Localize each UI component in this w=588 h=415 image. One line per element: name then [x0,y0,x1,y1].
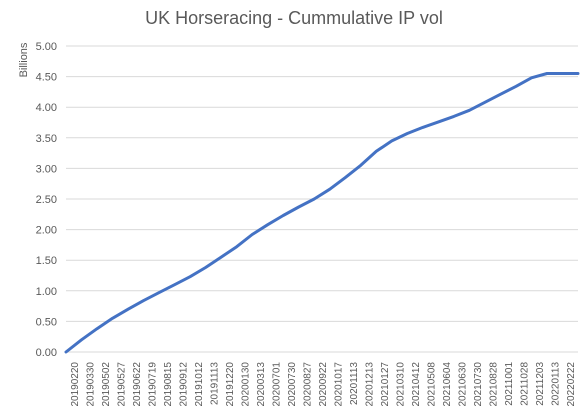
y-tick-label: 0.00 [36,347,57,359]
x-tick-label: 20190220 [70,362,81,407]
x-tick-label: 20190622 [132,362,143,407]
y-tick-label: 3.00 [36,163,57,175]
y-tick-label: 2.00 [36,225,57,237]
x-tick-label: 20200130 [240,362,251,407]
y-tick-label: 1.50 [36,255,57,267]
x-tick-label: 20190719 [147,362,158,407]
x-tick-label: 20191220 [225,362,236,407]
x-tick-label: 20210630 [458,362,469,407]
y-axis-unit-label: Billions [18,42,30,77]
x-tick-label: 20210604 [442,362,453,407]
y-axis-ticks: 0.00 0.50 1.00 1.50 2.00 2.50 3.00 3.50 4.00 4.50… [36,41,57,359]
y-tick-label: 2.50 [36,194,57,206]
y-tick-label: 4.00 [36,102,57,114]
x-axis-ticks: 20190220 20190330 20190502 20190527 20190622… [70,362,577,407]
grid-lines [66,45,578,353]
x-tick-label: 20211028 [520,362,531,406]
x-tick-label: 20190912 [178,362,189,407]
y-tick-label: 3.50 [36,133,57,145]
x-tick-label: 20200313 [256,362,267,407]
x-tick-label: 20210412 [411,362,422,407]
x-tick-label: 20190815 [163,362,174,407]
x-tick-label: 20190502 [101,362,112,407]
x-tick-label: 20200730 [287,362,298,407]
x-tick-label: 20201213 [365,362,376,407]
y-tick-label: 0.50 [36,316,57,328]
x-tick-label: 20210730 [473,362,484,407]
x-tick-label: 20201113 [349,362,360,405]
x-tick-label: 20190527 [116,362,127,407]
y-tick-label: 5.00 [36,41,57,53]
x-tick-label: 20191012 [194,362,205,407]
x-tick-label: 20201017 [334,362,345,407]
x-tick-label: 20211001 [504,362,515,406]
x-tick-label: 20210127 [380,362,391,407]
x-tick-label: 20211203 [535,362,546,406]
x-tick-label: 20200922 [318,362,329,407]
y-tick-label: 4.50 [36,72,57,84]
x-tick-label: 20210508 [427,362,438,407]
y-tick-label: 1.00 [36,286,57,298]
x-tick-label: 20210310 [396,362,407,407]
x-tick-label: 20190330 [85,362,96,407]
x-tick-label: 20220222 [566,362,577,407]
series-line [64,72,580,354]
x-tick-label: 20191113 [209,362,220,405]
x-tick-label: 20210828 [489,362,500,407]
x-tick-label: 20200701 [271,362,282,407]
series-group [64,72,580,354]
x-tick-label: 20200827 [302,362,313,407]
x-tick-label: 20220113 [551,362,562,406]
chart-title: UK Horseracing - Cummulative IP vol [145,8,443,28]
